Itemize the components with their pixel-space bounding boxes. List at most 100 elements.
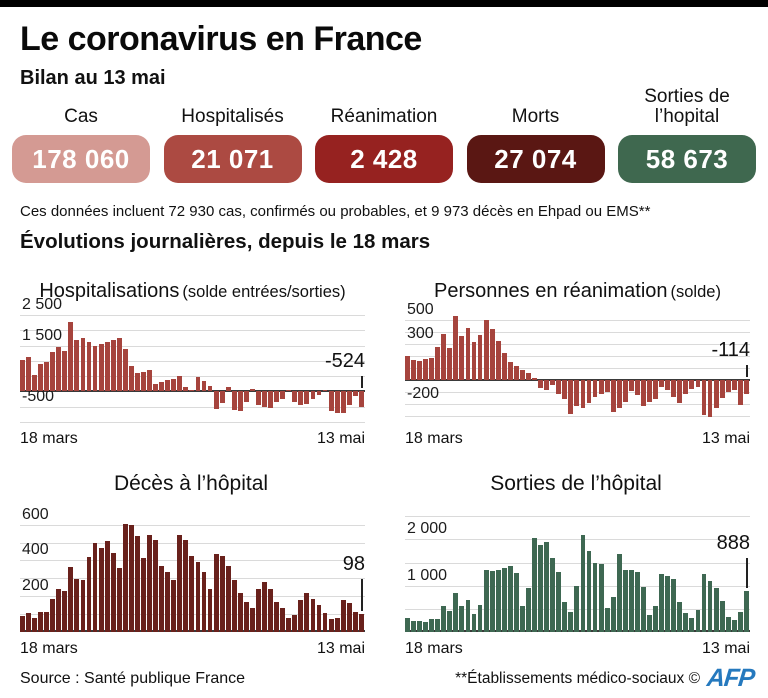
y-tick-label: 1 500 [22,326,63,344]
bar [580,535,586,632]
bar [141,371,146,392]
bar [550,380,556,385]
bar [683,380,689,395]
bar [219,555,225,632]
chart-title-main: Personnes en réanimation [434,280,668,302]
bar [219,391,225,404]
chart-reanimation: Personnes en réanimation (solde) 500 300 -2… [405,280,750,448]
bar [328,619,334,632]
bar [159,566,165,632]
x-start-label: 18 mars [405,430,463,447]
bar [471,614,477,632]
stat-label: Sorties de l’hopital [644,85,730,128]
bar [520,369,525,381]
bar [423,358,428,381]
bar [695,609,701,632]
bar [725,380,731,393]
x-axis-baseline [405,379,750,381]
bar [653,380,658,400]
bar [743,590,749,632]
bar [207,588,213,632]
bar [737,611,743,632]
bar [568,380,574,414]
bar [489,328,495,381]
bar [86,342,92,392]
bar [262,582,267,632]
bar [177,535,183,632]
bar [538,380,543,388]
y-tick-label: 400 [22,541,49,559]
y-tick-label: 600 [22,505,49,523]
bar [116,568,122,632]
bar [447,611,453,632]
bar [604,607,610,632]
bar [423,622,428,632]
bar [665,380,671,391]
gridline [20,345,365,347]
bar [616,553,622,632]
bar [68,566,74,632]
bar [580,380,586,409]
gridline [405,416,750,418]
bar [683,612,689,632]
bar [665,576,671,632]
bar [104,540,110,632]
annotation-tick [745,365,749,378]
bar [459,335,465,381]
plot-area: 2 500 1 500 -500 -524 [20,296,365,423]
chart-deces-hopital: Décès à l’hôpital 600 400 200 98 18 mars 13… [20,464,365,658]
bar [447,347,453,381]
footer: Source : Santé publique France **Établis… [20,664,756,693]
bar [562,380,568,400]
bar [653,606,658,632]
bar [417,621,422,632]
bar [153,539,158,632]
gridline [20,406,365,408]
bar [659,574,665,632]
stat-hospitalises: Hospitalisés 21 071 [163,84,302,183]
bar [465,599,471,632]
x-end-label: 13 mai [316,640,365,657]
bar [165,572,171,632]
afp-logo: AFP [705,664,756,692]
bar [68,321,74,392]
bar [177,376,183,392]
bar [274,391,280,402]
x-start-label: 18 mars [20,430,78,447]
gridline [20,315,365,317]
bar [647,380,652,402]
bar [201,381,207,392]
bar [135,536,140,632]
bar [322,390,328,392]
chart-hospitalisations: Hospitalisations (solde entrées/sorties) … [20,280,365,448]
bar [128,525,134,632]
bar [471,342,477,381]
bar [556,380,562,394]
bar [501,568,507,632]
stat-label: Réanimation [330,106,438,128]
chart-title-main: Sorties de l’hôpital [490,472,662,495]
bar [20,616,25,632]
bar [532,537,537,632]
bar [280,607,286,632]
bar [316,605,322,632]
bar [526,372,531,381]
stat-value-pill: 27 074 [466,135,605,183]
gridline [405,344,750,346]
annotation-value: -114 [711,339,750,362]
bar [256,391,261,406]
bar [358,391,364,408]
stat-sorties: Sorties de l’hopital 58 673 [618,84,756,183]
bar [286,389,292,392]
bar [610,380,616,413]
bar [195,377,201,392]
bar [74,578,80,632]
x-axis-labels: 18 mars 13 mai [20,640,365,658]
bar [707,380,713,418]
bar [538,545,543,632]
bar [44,611,50,632]
bar [62,350,68,392]
bar [243,602,249,632]
bar [405,355,410,381]
